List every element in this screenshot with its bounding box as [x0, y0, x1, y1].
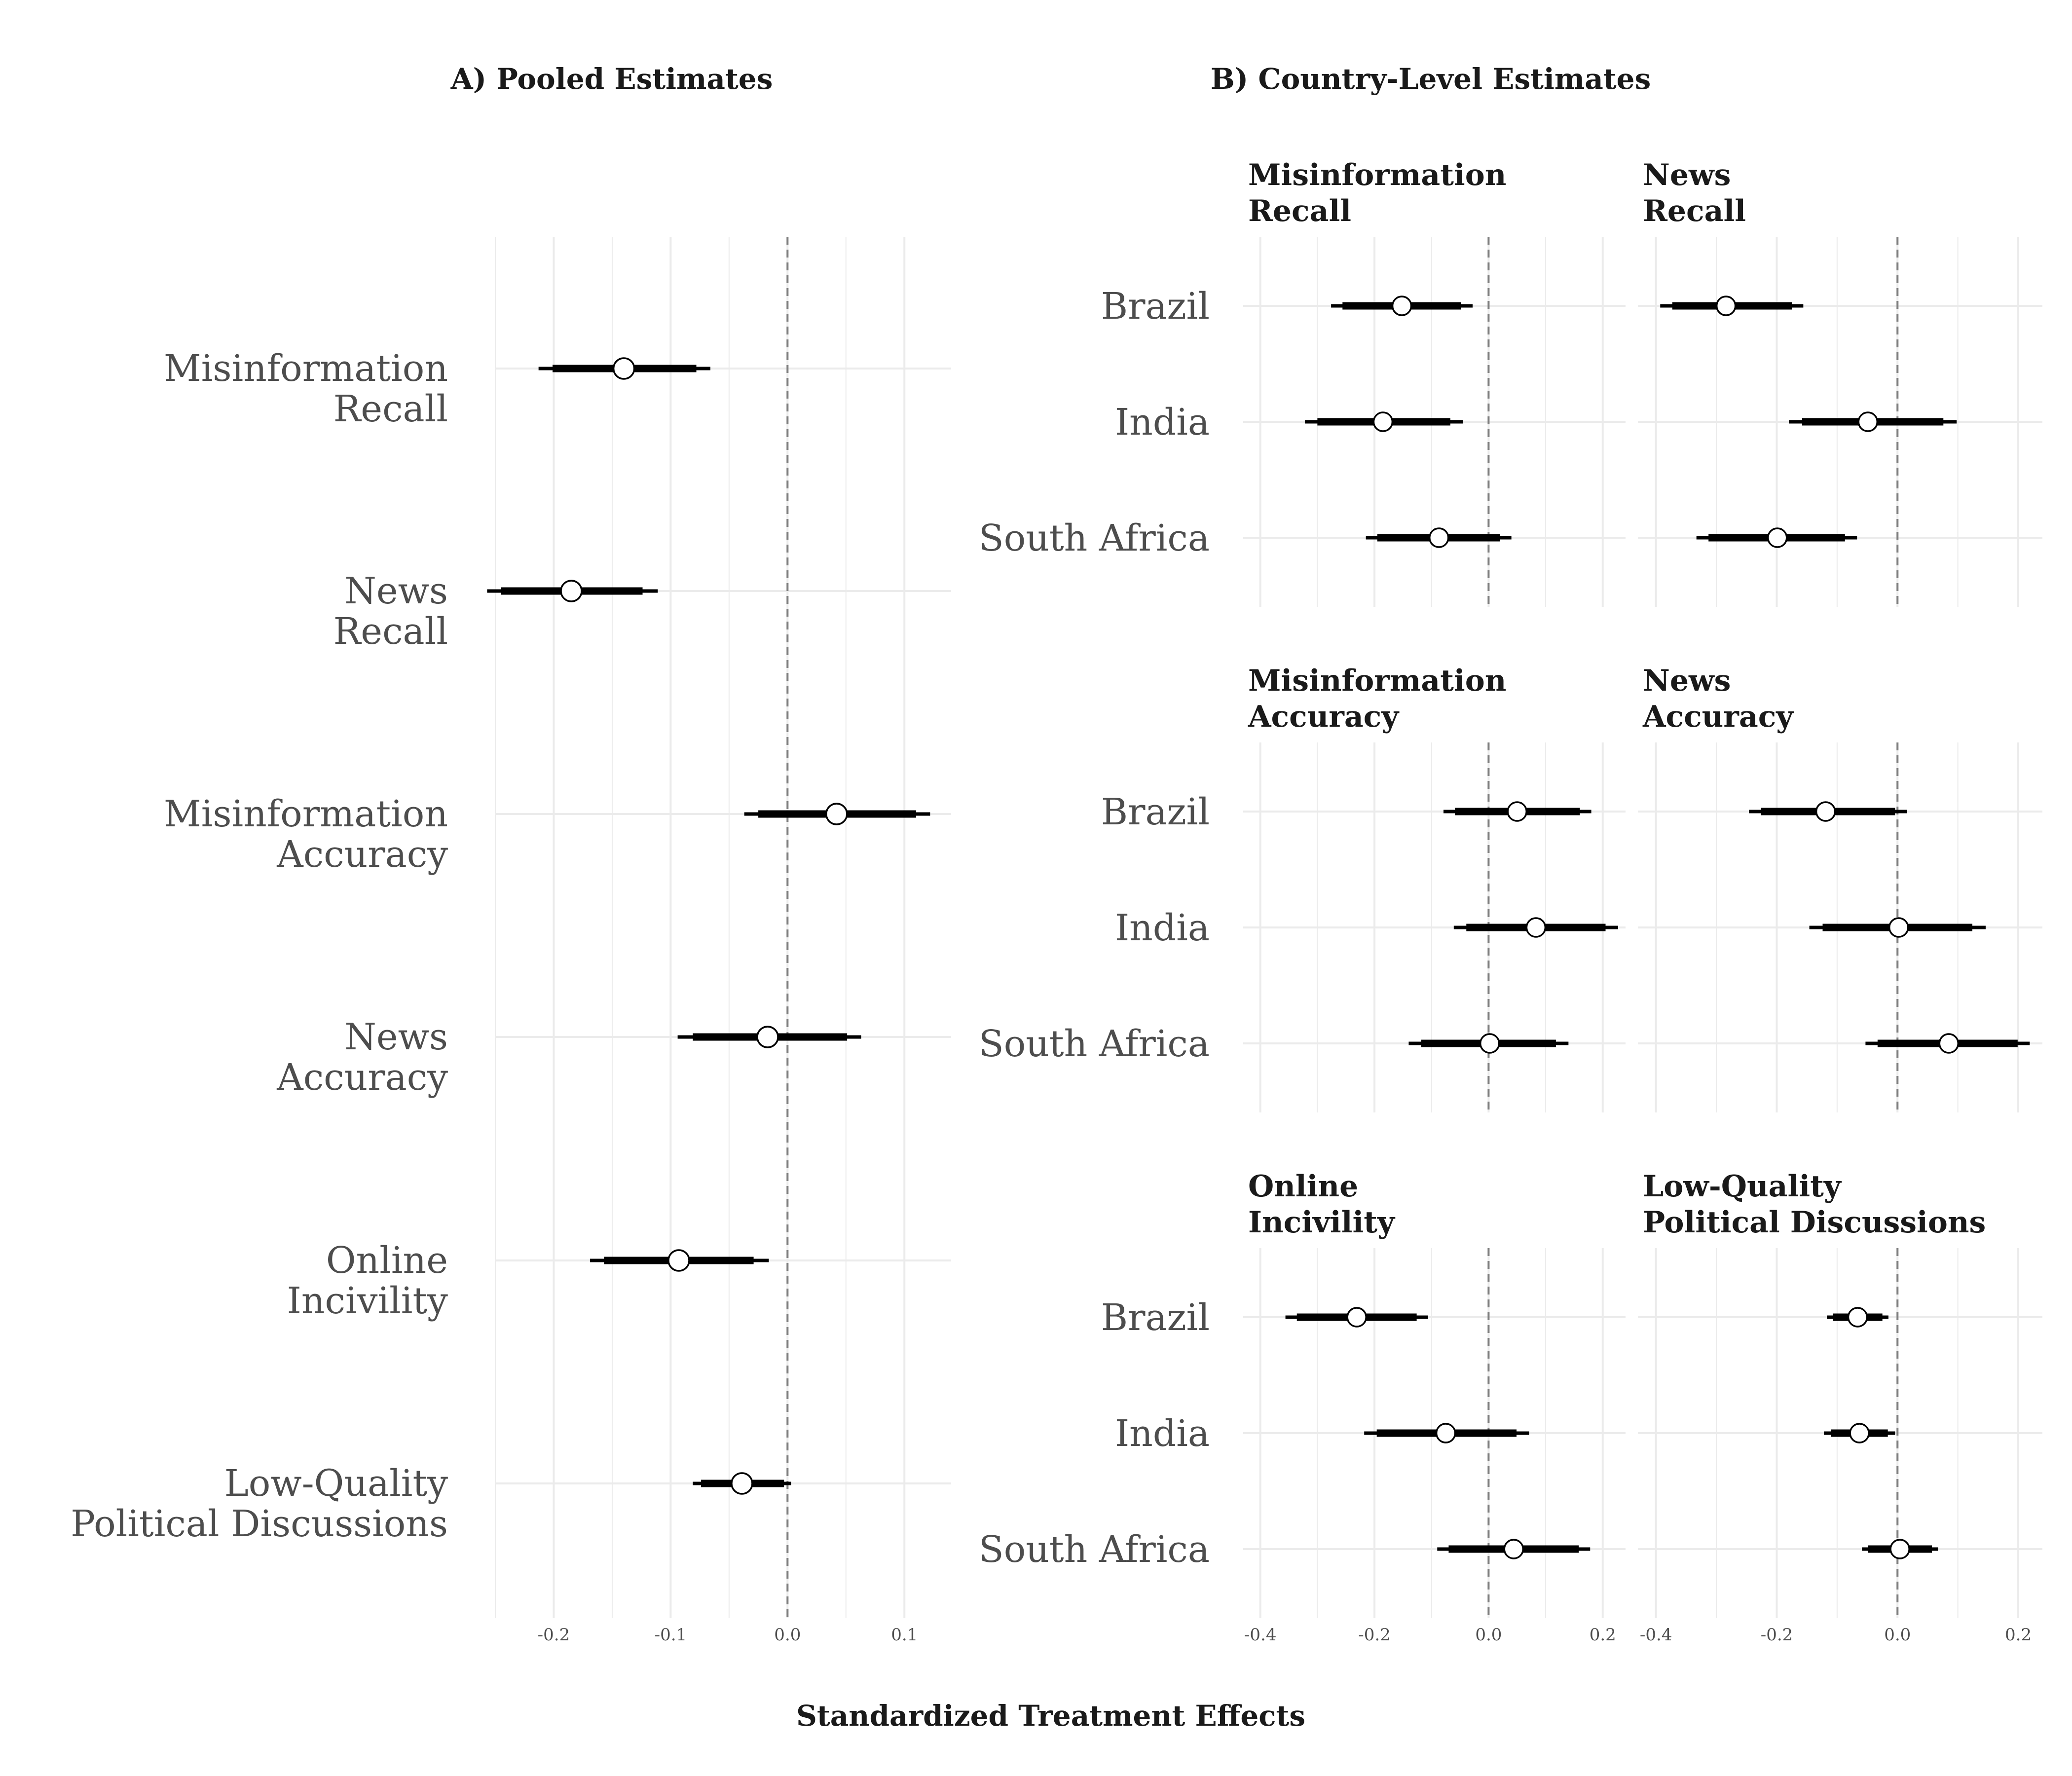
category-label: Recall [333, 610, 448, 653]
point-estimate [1503, 1539, 1524, 1559]
x-tick-label: -0.4 [1640, 1625, 1672, 1645]
country-label: South Africa [979, 1023, 1210, 1065]
x-tick-label: 0.2 [2005, 1625, 2032, 1645]
facet-title: Online [1248, 1169, 1358, 1204]
facet-title: Recall [1643, 194, 1746, 228]
point-estimate [1346, 1307, 1367, 1328]
facet-title: Recall [1248, 194, 1351, 228]
category-label: Online [326, 1239, 448, 1282]
category-label: News [344, 570, 448, 612]
category-label: Recall [333, 388, 448, 430]
point-estimate [1767, 527, 1788, 548]
point-estimate [1391, 296, 1412, 316]
country-label: India [1115, 401, 1210, 444]
point-estimate [1938, 1033, 1960, 1054]
x-tick-label: 0.2 [1590, 1625, 1616, 1645]
category-label: News [344, 1016, 448, 1058]
point-estimate [825, 803, 848, 825]
facet-title: Accuracy [1642, 700, 1794, 734]
x-tick-label: -0.2 [538, 1625, 570, 1645]
country-label: South Africa [979, 517, 1210, 559]
point-estimate [1372, 411, 1394, 432]
category-label: Incivility [287, 1280, 448, 1322]
category-label: Political Discussions [71, 1503, 448, 1545]
facet-title: Low-Quality [1643, 1169, 1842, 1204]
panel-a-title: A) Pooled Estimates [450, 62, 773, 96]
country-label: South Africa [979, 1528, 1210, 1571]
point-estimate [731, 1472, 753, 1495]
point-estimate [1847, 1307, 1868, 1328]
x-tick-label: 0.1 [891, 1625, 918, 1645]
facet-title: News [1643, 158, 1731, 192]
point-estimate [667, 1249, 690, 1272]
point-estimate [1889, 1539, 1910, 1559]
point-estimate [1715, 296, 1737, 316]
point-estimate [1479, 1033, 1500, 1054]
category-label: Accuracy [276, 1056, 448, 1099]
facet-title: Accuracy [1248, 700, 1400, 734]
point-estimate [1435, 1423, 1456, 1443]
facet-title: Incivility [1248, 1205, 1396, 1240]
country-label: India [1115, 1412, 1210, 1455]
country-label: India [1115, 907, 1210, 949]
x-tick-label: 0.0 [1475, 1625, 1502, 1645]
point-estimate [1857, 411, 1879, 432]
facet-title: News [1643, 664, 1731, 698]
point-estimate [1507, 801, 1527, 822]
point-estimate [1815, 801, 1836, 822]
point-estimate [1849, 1423, 1870, 1443]
point-estimate [1525, 917, 1547, 938]
point-estimate [756, 1026, 779, 1048]
pooled-estimates-panel: MisinformationRecallNewsRecallMisinforma… [71, 237, 951, 1645]
x-tick-label: 0.0 [1884, 1625, 1911, 1645]
point-estimate [560, 580, 583, 602]
point-estimate [612, 357, 635, 380]
x-tick-label: -0.2 [1761, 1625, 1793, 1645]
category-label: Misinformation [164, 347, 448, 390]
x-axis-title: Standardized Treatment Effects [796, 1699, 1305, 1733]
category-label: Misinformation [164, 793, 448, 835]
panel-b-title: B) Country-Level Estimates [1211, 62, 1651, 96]
facet-title: Misinformation [1248, 158, 1506, 192]
country-label: Brazil [1101, 791, 1210, 833]
x-tick-label: -0.1 [655, 1625, 687, 1645]
facet-title: Misinformation [1248, 664, 1506, 698]
category-label: Accuracy [276, 833, 448, 876]
facet-title: Political Discussions [1643, 1205, 1986, 1240]
country-label: Brazil [1101, 1296, 1210, 1339]
x-tick-label: -0.2 [1358, 1625, 1391, 1645]
point-estimate [1888, 917, 1909, 938]
x-tick-label: -0.4 [1244, 1625, 1277, 1645]
category-label: Low-Quality [224, 1462, 448, 1505]
point-estimate [1429, 527, 1449, 548]
country-label: Brazil [1101, 285, 1210, 328]
x-tick-label: 0.0 [774, 1625, 801, 1645]
